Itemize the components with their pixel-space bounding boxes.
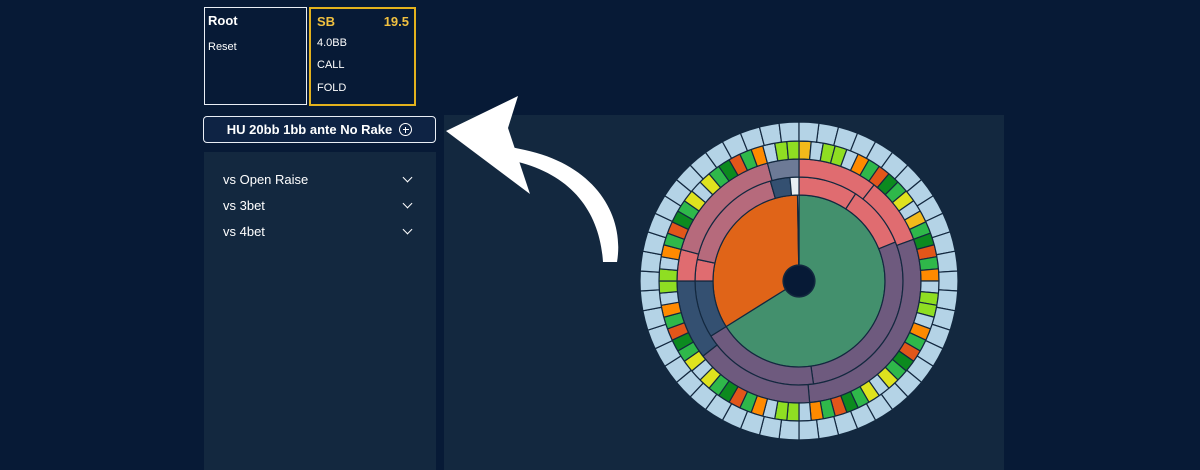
sb-stack-size: 19.5	[383, 14, 409, 29]
menu-item-label: vs 3bet	[223, 197, 265, 213]
action-call[interactable]: CALL	[317, 59, 345, 71]
root-title: Root	[208, 13, 238, 28]
menu-item-vs-3bet[interactable]: vs 3bet	[223, 196, 415, 214]
strategy-chart-panel	[444, 115, 1004, 470]
game-format-button[interactable]: HU 20bb 1bb ante No Rake	[203, 116, 436, 143]
game-format-label: HU 20bb 1bb ante No Rake	[226, 122, 393, 137]
arrow-head	[446, 96, 530, 194]
sb-position-label: SB	[317, 14, 336, 29]
menu-item-vs-4bet[interactable]: vs 4bet	[223, 222, 415, 240]
scenario-menu-panel: vs Open Raise vs 3bet vs 4bet	[204, 152, 436, 470]
reset-link[interactable]: Reset	[208, 41, 237, 53]
sunburst-segment[interactable]	[798, 121, 820, 143]
action-raise[interactable]: 4.0BB	[317, 37, 347, 49]
root-node-card[interactable]: Root Reset	[204, 7, 307, 105]
sunburst-center[interactable]	[784, 266, 814, 296]
menu-item-label: vs 4bet	[223, 223, 265, 239]
plus-circle-icon	[399, 123, 413, 136]
menu-item-label: vs Open Raise	[223, 171, 309, 187]
menu-item-vs-open-raise[interactable]: vs Open Raise	[223, 170, 415, 188]
sb-node-card[interactable]: SB 19.5 4.0BB CALL FOLD	[309, 7, 416, 106]
action-fold[interactable]: FOLD	[317, 82, 347, 94]
sunburst-chart[interactable]	[444, 115, 1004, 470]
